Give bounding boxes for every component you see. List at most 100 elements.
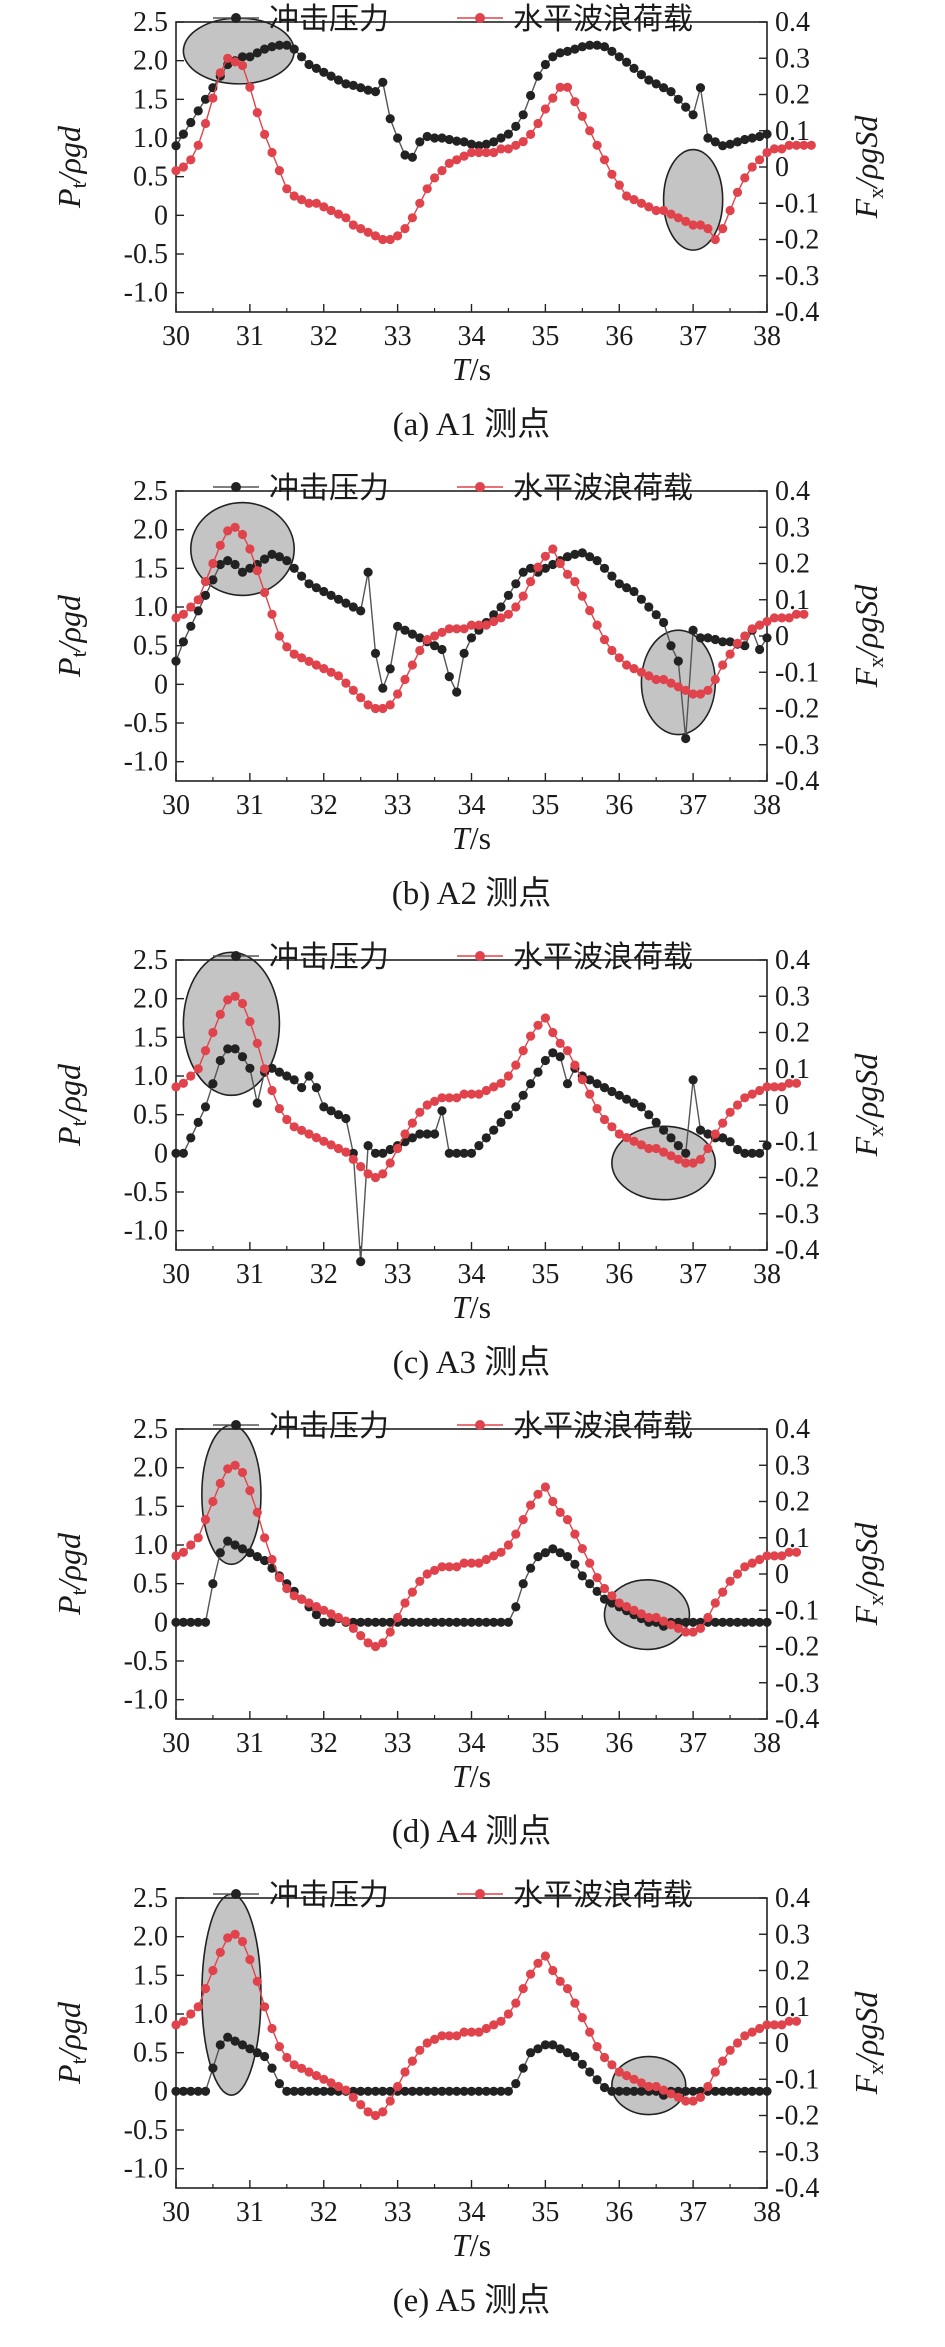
data-point bbox=[622, 1094, 632, 1104]
series-group bbox=[171, 1929, 802, 2121]
data-point bbox=[237, 1467, 248, 1478]
data-point bbox=[489, 1082, 499, 1092]
data-point bbox=[356, 2086, 366, 2096]
data-point bbox=[260, 2002, 270, 2012]
data-point bbox=[496, 1547, 506, 1557]
data-point bbox=[297, 195, 307, 205]
data-point bbox=[533, 1552, 543, 1562]
data-point bbox=[282, 2052, 292, 2063]
x-tick-label: 36 bbox=[605, 1259, 633, 1290]
data-point bbox=[636, 198, 647, 208]
y-left-tick-label: 0 bbox=[154, 1138, 168, 1169]
data-point bbox=[341, 1113, 351, 1124]
data-point bbox=[688, 110, 698, 120]
data-point bbox=[415, 2086, 425, 2096]
x-axis-label: T/s bbox=[452, 1289, 491, 1325]
data-point bbox=[444, 1617, 454, 1627]
data-point bbox=[644, 2081, 654, 2092]
data-point bbox=[297, 1594, 307, 1604]
y-right-axis-label: Fx/ρgSd bbox=[848, 1053, 888, 1158]
x-tick-label: 30 bbox=[162, 321, 190, 352]
highlight-group bbox=[189, 501, 717, 736]
data-point bbox=[193, 1117, 203, 1127]
data-point bbox=[326, 2086, 336, 2096]
data-point bbox=[614, 180, 624, 190]
data-point bbox=[193, 606, 203, 616]
data-point bbox=[289, 563, 299, 573]
data-point bbox=[282, 184, 292, 194]
legend-marker bbox=[475, 482, 485, 492]
legend-marker bbox=[231, 482, 241, 492]
data-point bbox=[651, 674, 661, 685]
data-point bbox=[474, 2027, 484, 2037]
x-tick-label: 36 bbox=[605, 790, 633, 821]
x-tick-label: 35 bbox=[531, 1259, 559, 1290]
data-point bbox=[444, 624, 454, 634]
data-point bbox=[592, 1104, 602, 1114]
data-point bbox=[171, 1082, 181, 1092]
data-point bbox=[548, 93, 558, 103]
legend-label: 冲击压力 bbox=[269, 1409, 389, 1444]
y-right-tick-label: -0.1 bbox=[775, 657, 819, 688]
chart-panel: 30 31 32 33 34 35 36 37 38 2.5 2.0 1.5 1.0 0.5 0 -0.5 -1… bbox=[0, 1876, 945, 2345]
data-point bbox=[215, 1947, 225, 1957]
data-point bbox=[622, 1133, 632, 1143]
data-point bbox=[585, 1558, 595, 1568]
data-point bbox=[725, 1617, 735, 1627]
data-point bbox=[370, 1172, 381, 1183]
data-point bbox=[570, 44, 580, 54]
data-point bbox=[526, 90, 536, 101]
legend-marker bbox=[231, 1889, 241, 1899]
data-point bbox=[400, 1598, 410, 1608]
data-point bbox=[356, 1162, 366, 1172]
data-point bbox=[237, 2040, 248, 2050]
data-point bbox=[718, 224, 728, 234]
data-point bbox=[333, 75, 344, 85]
data-point bbox=[636, 2086, 647, 2096]
data-point bbox=[659, 674, 669, 685]
data-point bbox=[245, 1063, 255, 1073]
data-point bbox=[747, 1617, 757, 1627]
x-tick-label: 37 bbox=[679, 2197, 707, 2228]
data-point bbox=[415, 1107, 425, 1117]
data-point bbox=[762, 147, 772, 158]
data-point bbox=[540, 104, 551, 114]
data-point bbox=[673, 1623, 683, 1633]
data-point bbox=[644, 1143, 654, 1154]
data-point bbox=[430, 1129, 440, 1139]
data-point bbox=[319, 2086, 329, 2096]
x-tick-label: 31 bbox=[236, 1259, 264, 1290]
x-tick-label: 38 bbox=[753, 2197, 781, 2228]
data-point bbox=[178, 129, 188, 139]
data-point bbox=[297, 653, 307, 663]
data-point bbox=[799, 140, 809, 150]
data-point bbox=[548, 559, 558, 570]
data-point bbox=[503, 590, 513, 600]
data-point bbox=[651, 1143, 661, 1154]
data-point bbox=[681, 1148, 691, 1158]
data-point bbox=[326, 71, 336, 81]
legend-marker bbox=[475, 13, 485, 23]
y-right-tick-label: 0 bbox=[775, 2028, 789, 2059]
data-point bbox=[237, 998, 248, 1009]
y-left-tick-label: 0 bbox=[154, 2076, 168, 2107]
data-point bbox=[200, 1102, 211, 1112]
data-point bbox=[230, 991, 240, 1001]
data-point bbox=[732, 2038, 743, 2048]
data-point bbox=[481, 1617, 491, 1627]
data-point bbox=[385, 664, 395, 674]
y-left-tick-label: 2.5 bbox=[133, 476, 168, 507]
data-point bbox=[370, 2086, 381, 2096]
panel-caption: (e) A5 测点 bbox=[393, 2283, 551, 2319]
data-point bbox=[356, 83, 366, 93]
data-point bbox=[732, 1100, 743, 1110]
data-point bbox=[200, 590, 211, 600]
data-point bbox=[237, 1936, 248, 1947]
y-left-tick-label: 1.5 bbox=[133, 1022, 168, 1053]
data-point bbox=[193, 2002, 203, 2012]
data-point bbox=[636, 1609, 647, 1619]
data-point bbox=[718, 1133, 728, 1143]
data-point bbox=[171, 1148, 181, 1158]
y-right-tick-label: -0.2 bbox=[775, 1163, 819, 1194]
data-point bbox=[348, 685, 358, 695]
